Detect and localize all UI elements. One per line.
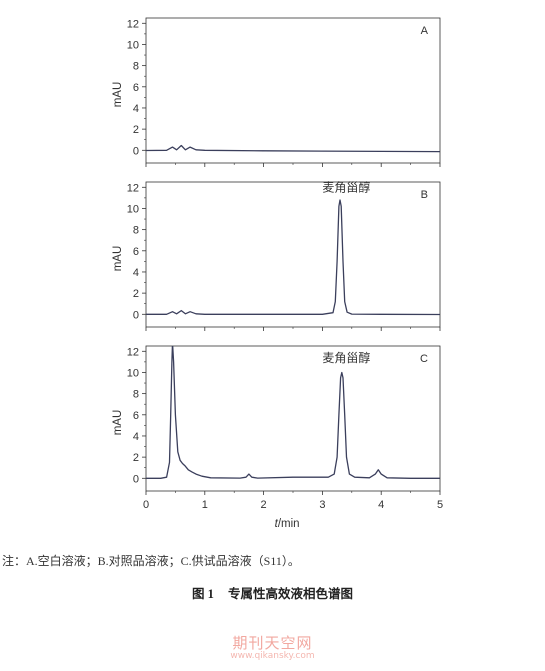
- y-tick-label: 4: [133, 103, 139, 115]
- y-tick-label: 2: [133, 288, 139, 300]
- peak-label: 麦角甾醇: [322, 350, 370, 365]
- x-tick-label: 2: [261, 499, 267, 511]
- figure-note: 注：A.空白溶液；B.对照品溶液；C.供试品溶液（S11）。: [2, 554, 300, 568]
- y-tick-label: 0: [133, 145, 139, 157]
- x-tick-label: 4: [378, 499, 384, 511]
- y-tick-label: 0: [133, 309, 139, 321]
- peak-label: 麦角甾醇: [322, 180, 370, 195]
- y-tick-label: 8: [133, 61, 139, 73]
- figure-title: 专属性高效液相色谱图: [227, 587, 353, 601]
- y-tick-label: 10: [127, 203, 139, 215]
- y-tick-label: 6: [133, 410, 139, 422]
- y-axis-label: mAU: [112, 82, 124, 108]
- figure-number: 图 1: [192, 587, 214, 601]
- x-tick-label: 3: [319, 499, 325, 511]
- watermark-url: www.qikansky.com: [230, 651, 315, 661]
- x-axis-label: t/min: [275, 518, 300, 530]
- y-tick-label: 12: [127, 18, 139, 30]
- y-tick-label: 10: [127, 39, 139, 51]
- y-tick-label: 6: [133, 82, 139, 94]
- watermark-text: 期刊天空网: [232, 634, 313, 652]
- y-axis-label: mAU: [112, 246, 124, 272]
- panel-letter-c: C: [420, 353, 428, 365]
- y-tick-label: 0: [133, 473, 139, 485]
- chromatogram-trace-a: [146, 144, 440, 153]
- chromatogram-trace-c: [146, 346, 440, 479]
- chromatogram-figure: 024681012mAUA024681012mAUB麦角甾醇024681012m…: [112, 17, 443, 530]
- y-tick-label: 8: [133, 225, 139, 237]
- y-tick-label: 12: [127, 182, 139, 194]
- panel-frame-b: [145, 181, 441, 328]
- panel-frame-c: [145, 345, 441, 492]
- panel-letter-a: A: [421, 25, 429, 37]
- chromatogram-trace-b: [146, 199, 440, 316]
- y-tick-label: 8: [133, 389, 139, 401]
- panel-frame-a: [145, 17, 441, 164]
- y-tick-label: 4: [133, 267, 139, 279]
- x-tick-label: 1: [202, 499, 208, 511]
- y-axis-label: mAU: [112, 410, 124, 436]
- y-tick-label: 12: [127, 346, 139, 358]
- y-tick-label: 2: [133, 124, 139, 136]
- x-tick-label: 0: [143, 499, 149, 511]
- y-tick-label: 2: [133, 452, 139, 464]
- y-tick-label: 10: [127, 367, 139, 379]
- y-tick-label: 6: [133, 246, 139, 258]
- figure-caption: 图 1 专属性高效液相色谱图: [0, 583, 545, 602]
- panel-letter-b: B: [421, 189, 428, 201]
- x-tick-label: 5: [437, 499, 443, 511]
- y-tick-label: 4: [133, 431, 139, 443]
